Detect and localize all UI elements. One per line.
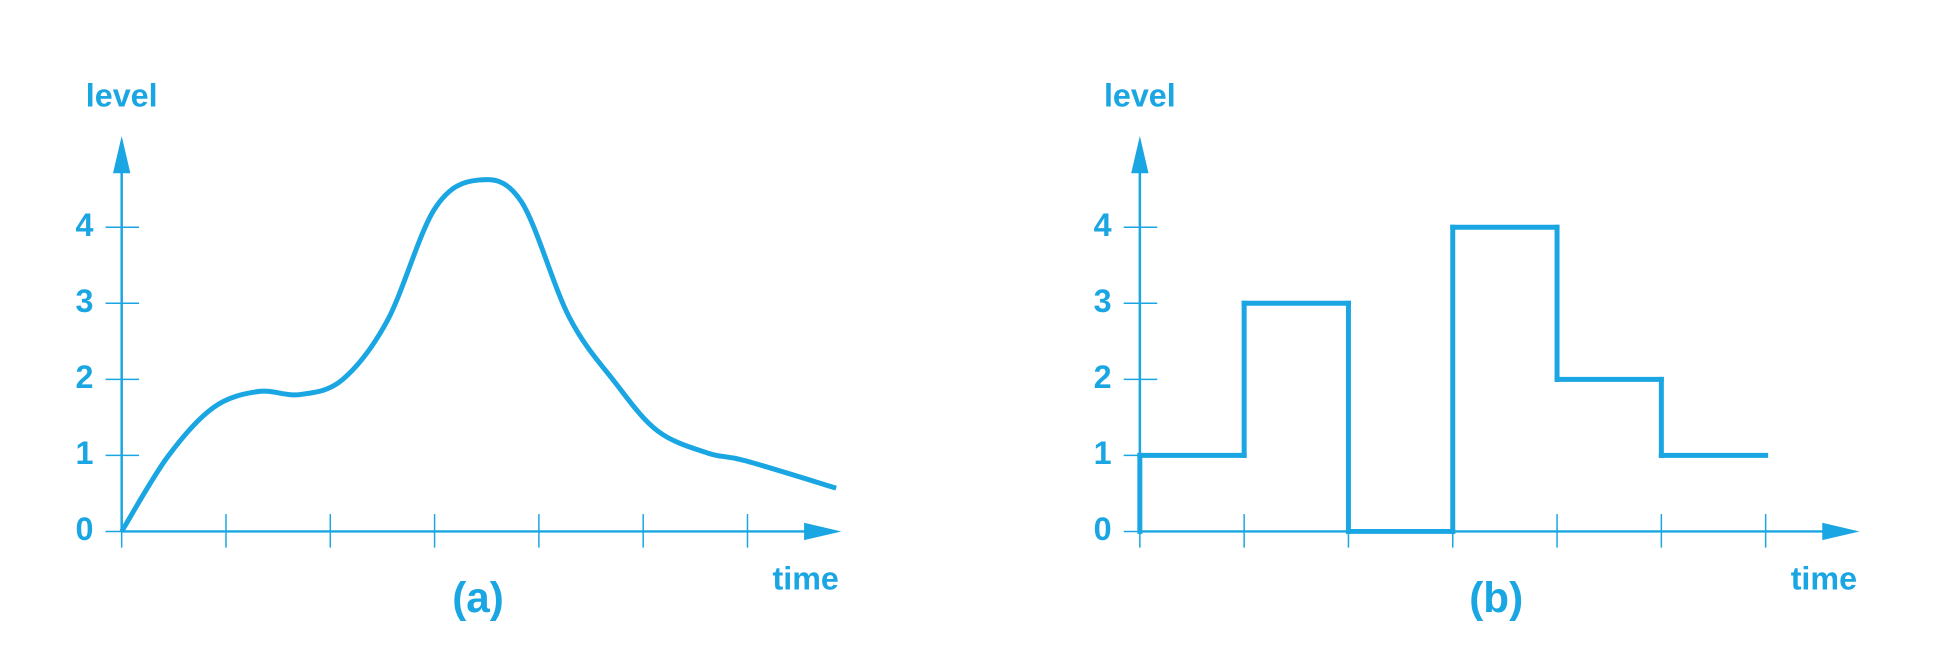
x-axis-arrow bbox=[1822, 522, 1860, 541]
y-axis-label: level bbox=[1104, 78, 1176, 114]
y-tick-label: 0 bbox=[75, 511, 93, 547]
data-line bbox=[119, 177, 837, 533]
y-tick-label: 2 bbox=[1094, 359, 1112, 395]
x-axis-label: time bbox=[773, 561, 839, 597]
y-tick-label: 1 bbox=[1094, 435, 1112, 471]
y-axis-label: level bbox=[86, 78, 158, 114]
caption: (a) bbox=[452, 574, 504, 621]
y-tick-label: 3 bbox=[75, 283, 93, 319]
y-tick-label: 1 bbox=[75, 435, 93, 471]
y-tick-label: 3 bbox=[1094, 283, 1112, 319]
x-axis-label: time bbox=[1791, 561, 1857, 597]
y-tick-label: 2 bbox=[75, 359, 93, 395]
y-tick-label: 4 bbox=[75, 207, 93, 243]
y-axis-arrow bbox=[1131, 135, 1149, 174]
y-tick-label: 0 bbox=[1094, 511, 1112, 547]
caption: (b) bbox=[1469, 574, 1523, 621]
y-tick-label: 4 bbox=[1094, 207, 1112, 243]
y-axis-arrow bbox=[112, 135, 131, 174]
x-axis-arrow bbox=[804, 522, 842, 541]
